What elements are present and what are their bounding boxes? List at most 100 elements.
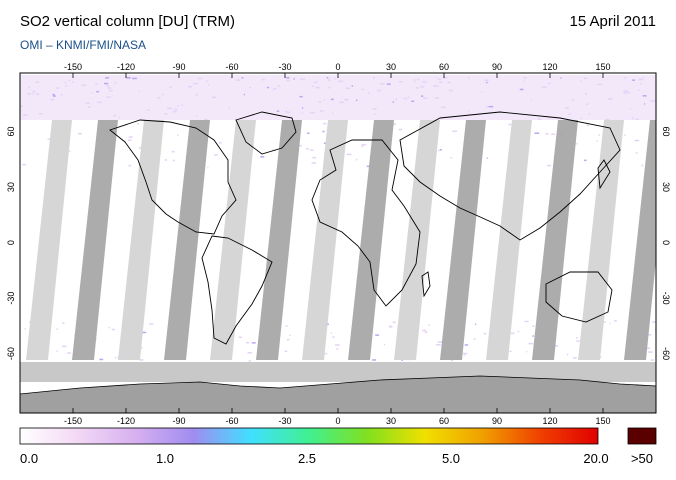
noise-speckle bbox=[310, 111, 315, 114]
noise-speckle bbox=[386, 83, 391, 85]
colorbar-label: 5.0 bbox=[442, 451, 460, 466]
noise-speckle bbox=[85, 102, 90, 104]
lon-label: 60 bbox=[439, 62, 449, 72]
noise-speckle bbox=[438, 149, 441, 152]
noise-speckle bbox=[528, 342, 534, 345]
noise-speckle bbox=[392, 321, 396, 323]
noise-speckle bbox=[624, 134, 626, 136]
noise-speckle bbox=[332, 336, 335, 338]
noise-speckle bbox=[366, 165, 371, 168]
noise-speckle bbox=[345, 87, 351, 90]
noise-speckle bbox=[372, 108, 377, 110]
noise-speckle bbox=[580, 117, 582, 120]
lon-label: 150 bbox=[595, 416, 610, 426]
noise-speckle bbox=[635, 152, 638, 154]
lat-label: -30 bbox=[6, 292, 16, 305]
noise-speckle bbox=[164, 159, 167, 161]
noise-speckle bbox=[181, 104, 183, 106]
noise-speckle bbox=[398, 128, 403, 131]
noise-speckle bbox=[38, 113, 43, 115]
noise-speckle bbox=[421, 95, 424, 97]
noise-speckle bbox=[318, 101, 321, 103]
lon-label: 90 bbox=[492, 62, 502, 72]
noise-speckle bbox=[138, 147, 142, 149]
noise-speckle bbox=[128, 139, 132, 141]
noise-speckle bbox=[62, 345, 67, 348]
noise-speckle bbox=[437, 341, 442, 343]
lon-label: 60 bbox=[439, 416, 449, 426]
noise-speckle bbox=[96, 90, 99, 93]
swath-gap bbox=[486, 120, 532, 360]
noise-speckle bbox=[174, 108, 178, 111]
swath-gap bbox=[532, 120, 578, 360]
noise-speckle bbox=[284, 350, 288, 352]
noise-speckle bbox=[532, 325, 535, 327]
noise-speckle bbox=[301, 107, 304, 109]
noise-speckle bbox=[169, 86, 172, 89]
noise-speckle bbox=[81, 84, 86, 86]
noise-speckle bbox=[177, 105, 179, 107]
noise-speckle bbox=[644, 103, 646, 105]
lat-label: 30 bbox=[661, 182, 671, 192]
noise-speckle bbox=[473, 338, 476, 340]
noise-speckle bbox=[331, 112, 334, 115]
noise-speckle bbox=[630, 108, 632, 110]
noise-speckle bbox=[580, 80, 582, 82]
noise-speckle bbox=[631, 117, 634, 120]
noise-speckle bbox=[576, 337, 578, 339]
lon-label: -120 bbox=[117, 62, 135, 72]
noise-speckle bbox=[285, 325, 288, 327]
noise-speckle bbox=[447, 81, 451, 84]
noise-speckle bbox=[564, 107, 569, 109]
noise-speckle bbox=[596, 140, 598, 142]
noise-speckle bbox=[642, 95, 647, 97]
noise-speckle bbox=[403, 97, 408, 100]
noise-speckle bbox=[330, 332, 333, 334]
noise-speckle bbox=[646, 334, 652, 336]
noise-speckle bbox=[249, 86, 252, 89]
noise-speckle bbox=[285, 110, 288, 113]
noise-speckle bbox=[523, 77, 527, 79]
noise-speckle bbox=[60, 94, 63, 96]
noise-speckle bbox=[187, 86, 192, 88]
noise-speckle bbox=[393, 123, 396, 125]
noise-speckle bbox=[307, 132, 310, 134]
noise-speckle bbox=[128, 164, 132, 167]
lat-label: -60 bbox=[6, 347, 16, 360]
noise-speckle bbox=[485, 105, 488, 108]
colorbar-label: 20.0 bbox=[583, 451, 608, 466]
lon-label: -60 bbox=[225, 416, 238, 426]
noise-speckle bbox=[52, 93, 55, 96]
noise-speckle bbox=[336, 348, 339, 350]
noise-speckle bbox=[173, 110, 177, 113]
noise-speckle bbox=[548, 82, 551, 85]
noise-speckle bbox=[138, 90, 140, 92]
coast-australia bbox=[545, 271, 613, 323]
noise-speckle bbox=[389, 325, 392, 327]
noise-speckle bbox=[306, 148, 309, 150]
colorbar-gradient bbox=[19, 427, 599, 445]
noise-speckle bbox=[193, 82, 198, 85]
noise-speckle bbox=[208, 84, 209, 86]
noise-speckle bbox=[642, 77, 645, 79]
noise-speckle bbox=[104, 82, 109, 85]
noise-speckle bbox=[627, 91, 631, 94]
noise-speckle bbox=[334, 344, 340, 346]
noise-speckle bbox=[634, 139, 640, 142]
noise-speckle bbox=[314, 81, 318, 84]
noise-speckle bbox=[211, 96, 217, 99]
swath-gap bbox=[394, 120, 440, 360]
noise-speckle bbox=[301, 111, 303, 113]
noise-speckle bbox=[106, 85, 110, 87]
swath-gap bbox=[440, 120, 486, 360]
noise-speckle bbox=[68, 79, 71, 82]
noise-speckle bbox=[526, 350, 528, 353]
noise-speckle bbox=[398, 81, 403, 83]
noise-speckle bbox=[22, 163, 26, 166]
noise-speckle bbox=[483, 332, 487, 335]
noise-speckle bbox=[315, 86, 320, 89]
noise-speckle bbox=[50, 98, 54, 101]
noise-speckle bbox=[164, 113, 168, 115]
noise-speckle bbox=[293, 78, 295, 80]
noise-speckle bbox=[32, 90, 36, 93]
